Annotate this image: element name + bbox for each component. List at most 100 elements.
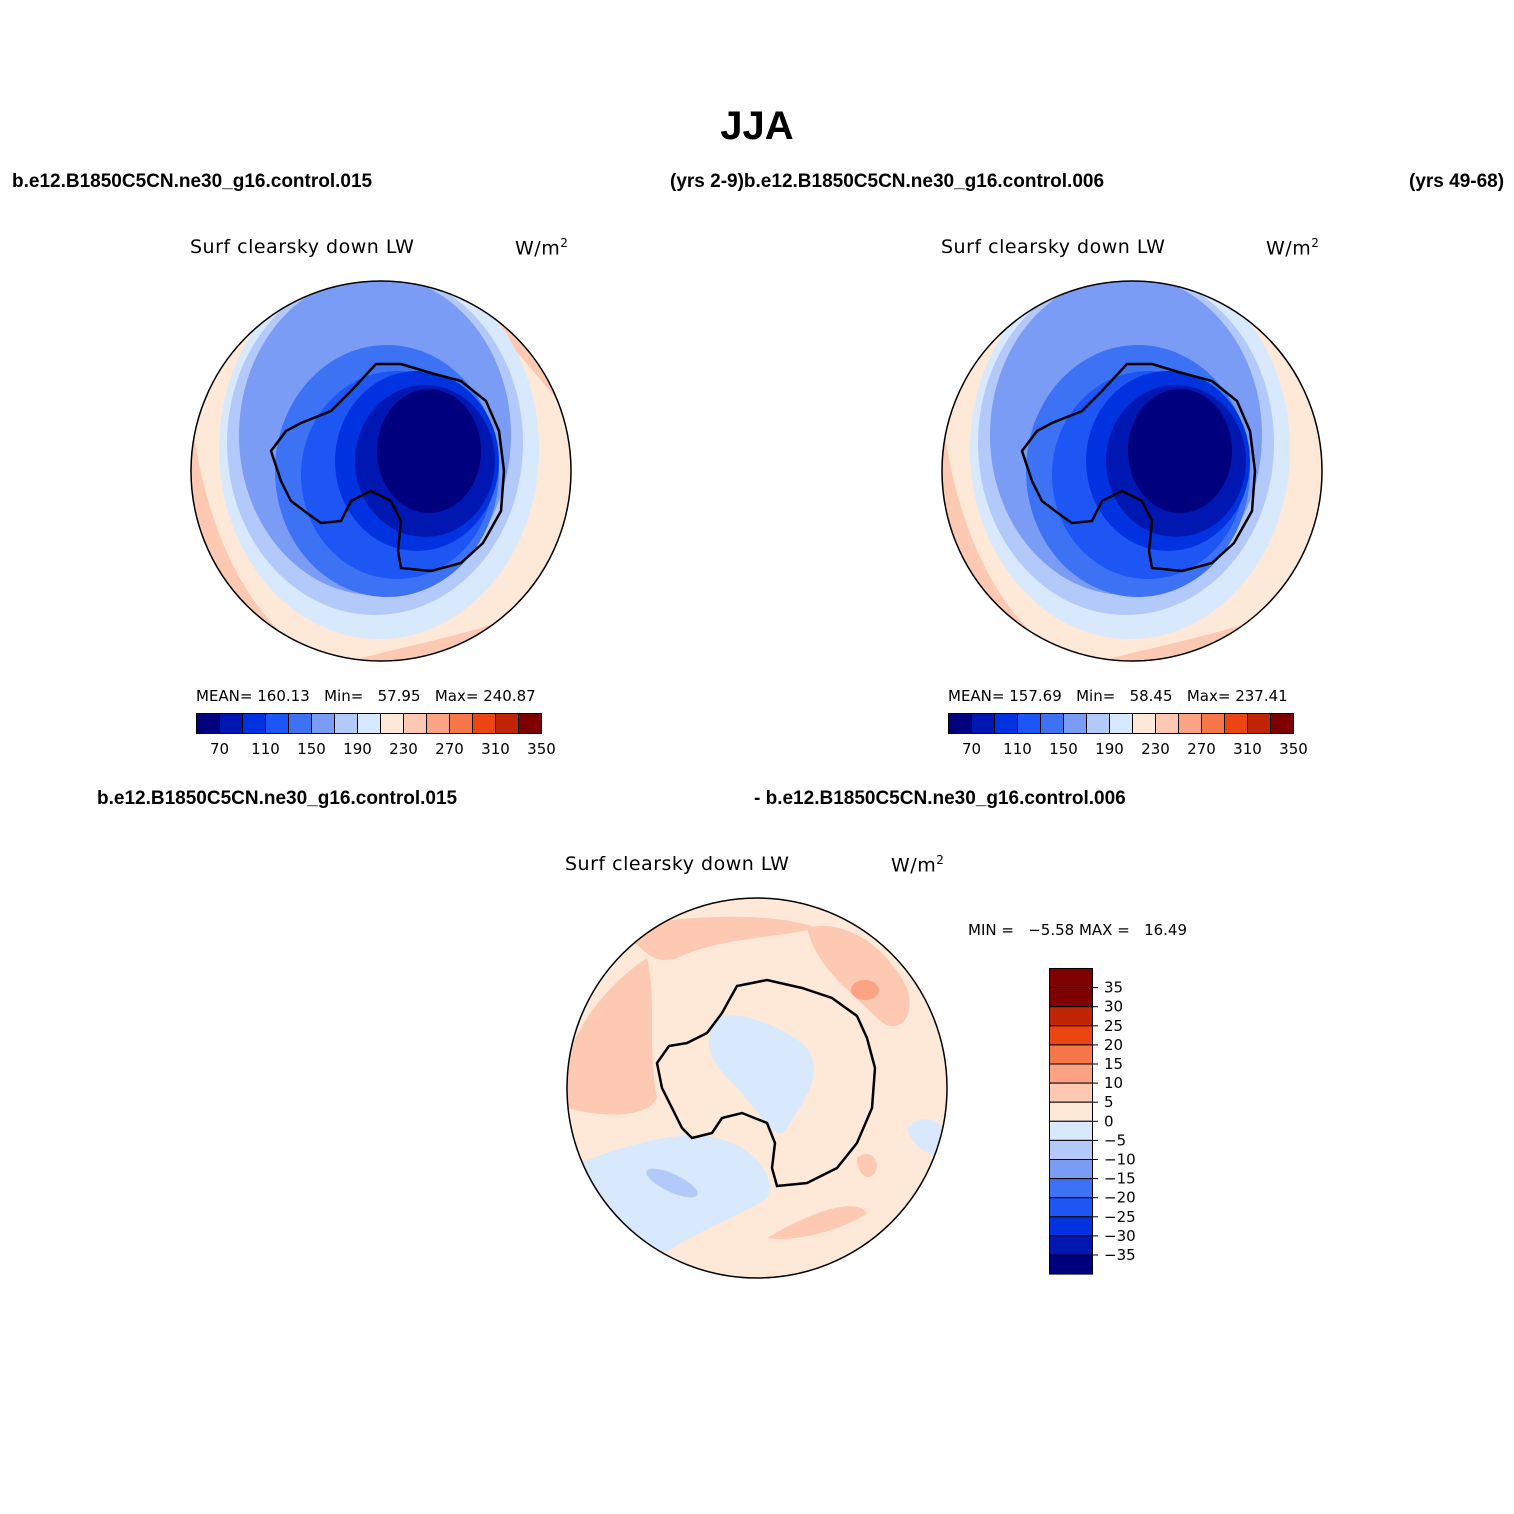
diff-colorbar-swatch [1049,1178,1093,1199]
panel2-coastline [1020,362,1257,573]
panel2-colorbar-swatch [971,713,995,734]
panel1-colorbar-swatch [426,713,450,734]
panel1-colorbar: 70 110 150 190 230 270 310 350 [196,713,556,758]
panel1-colorbar-tick-label: 350 [527,740,556,758]
panel1-colorbar-swatch [334,713,358,734]
panel1-colorbar-swatch [196,713,220,734]
panel1-colorbar-tick-label: 70 [210,740,229,758]
panel2-colorbar-tick-label: 190 [1095,740,1124,758]
panel1-colorbar-tick-label: 110 [251,740,280,758]
diff-colorbar-swatch [1049,1139,1093,1160]
diff-colorbar-swatch [1049,1044,1093,1065]
panel1-units: W/m2 [515,236,569,260]
diff-colorbar-swatch [1049,968,1093,989]
diff-colorbar-swatch [1049,1235,1093,1256]
panel1-colorbar-tick-label: 310 [481,740,510,758]
panel1-colorbar-swatch [219,713,243,734]
diff-colorbar-tick-label: 0 [1104,1112,1114,1130]
panel1-title: Surf clearsky down LW [190,236,415,258]
diff-case-left: b.e12.B1850C5CN.ne30_g16.control.015 [97,788,458,809]
panel2-colorbar: 70 110 150 190 230 270 310 350 [948,713,1308,758]
diff-colorbar-swatch [1049,1159,1093,1180]
panel2-colorbar-swatch [994,713,1018,734]
panel1-colorbar-swatch [472,713,496,734]
panel2-colorbar-tick-label: 350 [1279,740,1308,758]
panel2-colorbar-swatch [1063,713,1087,734]
diff-colorbar-tick-label: 10 [1104,1074,1123,1092]
diff-colorbar-swatch [1049,1082,1093,1103]
diff-colorbar-swatch [1049,1120,1093,1141]
panel2-colorbar-tick-label: 230 [1141,740,1170,758]
panel2-colorbar-tick-label: 70 [962,740,981,758]
diff-colorbar-tick-label: −5 [1104,1131,1126,1149]
panel1-stats: MEAN= 160.13 Min= 57.95 Max= 240.87 [196,687,536,705]
panel2-colorbar-tick-label: 110 [1003,740,1032,758]
panel2-title: Surf clearsky down LW [941,236,1166,258]
diff-colorbar-swatch [1049,1101,1093,1122]
panel1-map [190,280,572,662]
diff-case-right: - b.e12.B1850C5CN.ne30_g16.control.006 [754,788,1126,809]
case-label-left: b.e12.B1850C5CN.ne30_g16.control.015 [12,171,373,192]
panel2-colorbar-swatch [948,713,972,734]
diff-colorbar-tick-label: 35 [1104,979,1123,997]
panel2-colorbar-swatch [1270,713,1294,734]
panel1-colorbar-tick-label: 230 [389,740,418,758]
panel2-colorbar-tick-label: 310 [1233,740,1262,758]
panel1-colorbar-swatch [357,713,381,734]
panel2-colorbar-swatch [1247,713,1271,734]
panel2-colorbar-swatch [1017,713,1041,734]
panel1-colorbar-swatch [380,713,404,734]
diff-colorbar-swatch [1049,1197,1093,1218]
diff-colorbar-tick-label: −35 [1104,1246,1136,1264]
diff-colorbar-swatch [1049,1025,1093,1046]
panel1-coastline [269,362,506,573]
panel2-colorbar-swatch [1109,713,1133,734]
panel1-colorbar-swatch [311,713,335,734]
panel2-colorbar-swatch [1155,713,1179,734]
panel2-colorbar-swatch [1224,713,1248,734]
panel2-map [941,280,1323,662]
diff-title: Surf clearsky down LW [565,853,790,875]
panel2-colorbar-swatch [1178,713,1202,734]
panel1-colorbar-swatch [518,713,542,734]
panel1-colorbar-swatch [242,713,266,734]
diff-colorbar-tick-label: −25 [1104,1208,1136,1226]
case-label-right: (yrs 49-68) [1409,171,1505,192]
diff-colorbar-swatch [1049,1063,1093,1084]
diff-colorbar-tick-label: 15 [1104,1055,1123,1073]
panel1-colorbar-swatch [288,713,312,734]
panel2-units: W/m2 [1266,236,1320,260]
diff-units: W/m2 [891,853,945,877]
panel1-colorbar-tick-label: 150 [297,740,326,758]
panel2-colorbar-swatch [1086,713,1110,734]
panel1-colorbar-swatch [449,713,473,734]
diff-colorbar-tick-label: −10 [1104,1151,1136,1169]
panel1-colorbar-swatch [495,713,519,734]
panel1-colorbar-tick-label: 270 [435,740,464,758]
diff-map [566,897,948,1279]
panel2-colorbar-tick-label: 150 [1049,740,1078,758]
main-title: JJA [720,104,794,148]
panel2-colorbar-swatch [1132,713,1156,734]
diff-colorbar-tick-label: 20 [1104,1036,1123,1054]
diff-colorbar-swatch [1049,1006,1093,1027]
diff-colorbar-tick-label: 25 [1104,1017,1123,1035]
panel2-stats: MEAN= 157.69 Min= 58.45 Max= 237.41 [948,687,1288,705]
panel2-colorbar-swatch [1040,713,1064,734]
diff-colorbar-tick-label: −30 [1104,1227,1136,1245]
diff-coastline [655,978,877,1188]
panel2-colorbar-swatch [1201,713,1225,734]
diff-colorbar-swatch [1049,987,1093,1008]
panel1-colorbar-swatch [403,713,427,734]
diff-colorbar-swatch [1049,1216,1093,1237]
diff-colorbar-tick-label: 30 [1104,998,1123,1016]
panel2-colorbar-tick-label: 270 [1187,740,1216,758]
case-label-mid: (yrs 2-9)b.e12.B1850C5CN.ne30_g16.contro… [670,171,1105,192]
panel1-colorbar-tick-label: 190 [343,740,372,758]
panel1-colorbar-swatch [265,713,289,734]
diff-colorbar-tick-label: 5 [1104,1093,1114,1111]
diff-colorbar-tick-label: −20 [1104,1189,1136,1207]
diff-colorbar-swatch [1049,1254,1093,1275]
diff-colorbar-tick-label: −15 [1104,1170,1136,1188]
